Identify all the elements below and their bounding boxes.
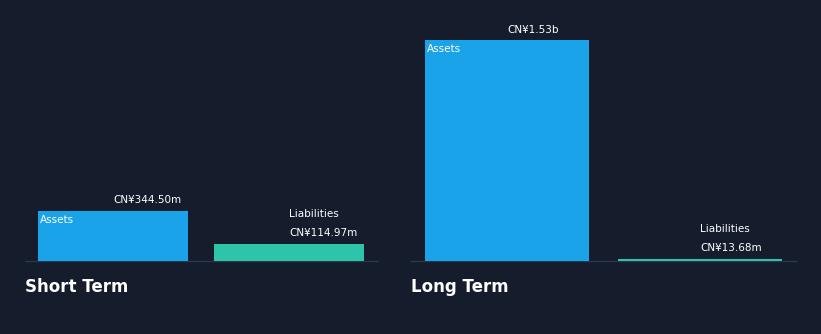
Text: CN¥114.97m: CN¥114.97m bbox=[290, 228, 358, 238]
Bar bbox=[38, 211, 188, 261]
Text: Liabilities: Liabilities bbox=[700, 223, 750, 233]
Text: Assets: Assets bbox=[39, 215, 74, 225]
Bar bbox=[214, 244, 365, 261]
Text: CN¥1.53b: CN¥1.53b bbox=[507, 24, 558, 34]
Bar bbox=[425, 40, 589, 261]
Text: Liabilities: Liabilities bbox=[290, 209, 339, 219]
Text: Long Term: Long Term bbox=[410, 278, 508, 296]
Text: CN¥344.50m: CN¥344.50m bbox=[113, 195, 181, 205]
Text: CN¥13.68m: CN¥13.68m bbox=[700, 243, 762, 253]
Text: Assets: Assets bbox=[427, 44, 461, 54]
Text: Short Term: Short Term bbox=[25, 278, 128, 296]
Bar bbox=[618, 259, 782, 261]
